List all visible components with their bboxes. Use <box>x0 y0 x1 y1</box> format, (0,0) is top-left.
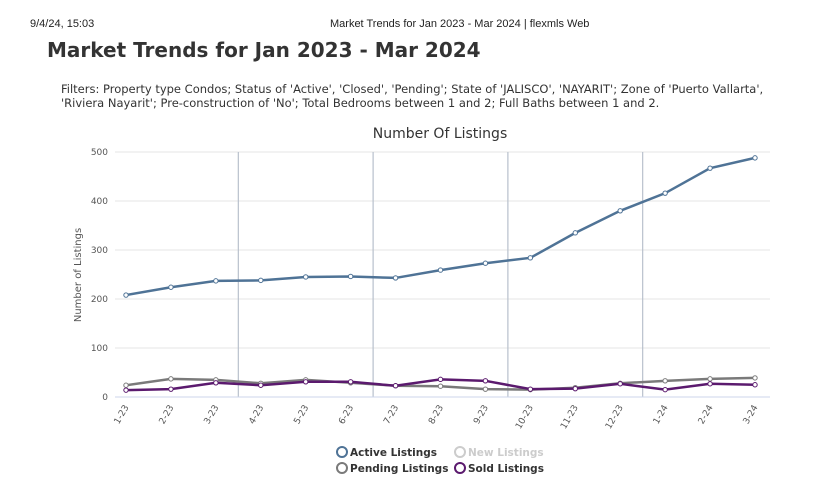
x-tick-label: 1-24 <box>652 403 671 426</box>
legend-label: Sold Listings <box>468 463 544 475</box>
point <box>437 267 444 273</box>
filters: Filters: Property type Condos; Status of… <box>61 82 764 96</box>
point <box>213 380 219 386</box>
x-tick-label: 3-23 <box>203 404 222 427</box>
point <box>258 277 264 284</box>
point <box>752 155 758 161</box>
point <box>392 383 399 389</box>
x-tick-label: 5-23 <box>292 404 311 427</box>
point <box>482 386 489 392</box>
legend-item[interactable]: Pending Listings <box>336 462 448 475</box>
point <box>707 165 713 171</box>
legend-item[interactable]: Sold Listings <box>454 462 544 475</box>
x-tick-label: 10-23 <box>514 404 536 432</box>
legend-marker <box>336 462 348 474</box>
point <box>392 275 399 281</box>
x-tick-label: 1-23 <box>113 404 132 427</box>
point <box>213 278 219 284</box>
point <box>482 378 489 384</box>
x-tick-label: 2-24 <box>697 403 716 426</box>
legend-item[interactable]: Active Listings <box>336 446 437 459</box>
point <box>572 230 578 236</box>
point <box>752 375 758 381</box>
x-tick-label: 3-24 <box>742 403 761 426</box>
legend-label: Pending Listings <box>350 463 448 475</box>
timestamp: 9/4/24, 15:03 <box>30 18 95 30</box>
point <box>437 376 444 383</box>
point <box>168 376 174 382</box>
point <box>303 274 309 280</box>
point <box>527 386 534 392</box>
y-tick-label: 300 <box>91 246 108 256</box>
y-tick-label: 0 <box>102 393 108 403</box>
y-tick-label: 200 <box>91 295 108 305</box>
filters: 'Riviera Nayarit'; Pre-construction of '… <box>61 96 660 110</box>
x-tick-label: 7-23 <box>382 404 401 427</box>
point <box>123 382 129 388</box>
chart-title: Number Of Listings <box>373 126 508 142</box>
x-tick-label: 9-23 <box>472 404 491 427</box>
y-axis-label: Number of Listings <box>73 228 84 322</box>
x-tick-label: 2-23 <box>158 404 177 427</box>
point <box>662 378 668 384</box>
page-title: Market Trends for Jan 2023 - Mar 2024 | … <box>330 18 590 30</box>
legend-item[interactable]: New Listings <box>454 446 544 459</box>
point <box>752 382 758 388</box>
legend-marker <box>336 446 348 458</box>
legend-label: Active Listings <box>350 447 437 459</box>
point <box>303 379 309 385</box>
x-tick-label: 6-23 <box>337 404 356 427</box>
point <box>617 208 623 214</box>
y-tick-label: 400 <box>91 197 108 207</box>
point <box>123 387 129 393</box>
x-tick-label: 4-23 <box>248 404 267 427</box>
point <box>707 376 713 382</box>
point <box>437 383 444 389</box>
point <box>707 381 713 387</box>
report-title: Market Trends for Jan 2023 - Mar 2024 <box>47 38 481 62</box>
x-tick-label: 12-23 <box>604 404 626 432</box>
series-line <box>125 156 756 297</box>
point <box>527 255 534 261</box>
point <box>617 381 623 387</box>
y-tick-label: 500 <box>91 148 108 158</box>
point <box>482 260 489 266</box>
y-tick-label: 100 <box>91 344 108 354</box>
point <box>347 379 354 385</box>
legend-marker <box>454 446 466 458</box>
point <box>662 386 668 393</box>
point <box>347 273 354 280</box>
legend-marker <box>454 462 466 474</box>
point <box>662 190 668 196</box>
point <box>258 382 264 388</box>
point <box>572 385 578 392</box>
point <box>123 292 129 298</box>
x-tick-label: 11-23 <box>559 404 581 432</box>
point <box>168 284 174 290</box>
x-tick-label: 8-23 <box>427 404 446 427</box>
point <box>168 386 174 392</box>
legend-label: New Listings <box>468 447 544 459</box>
